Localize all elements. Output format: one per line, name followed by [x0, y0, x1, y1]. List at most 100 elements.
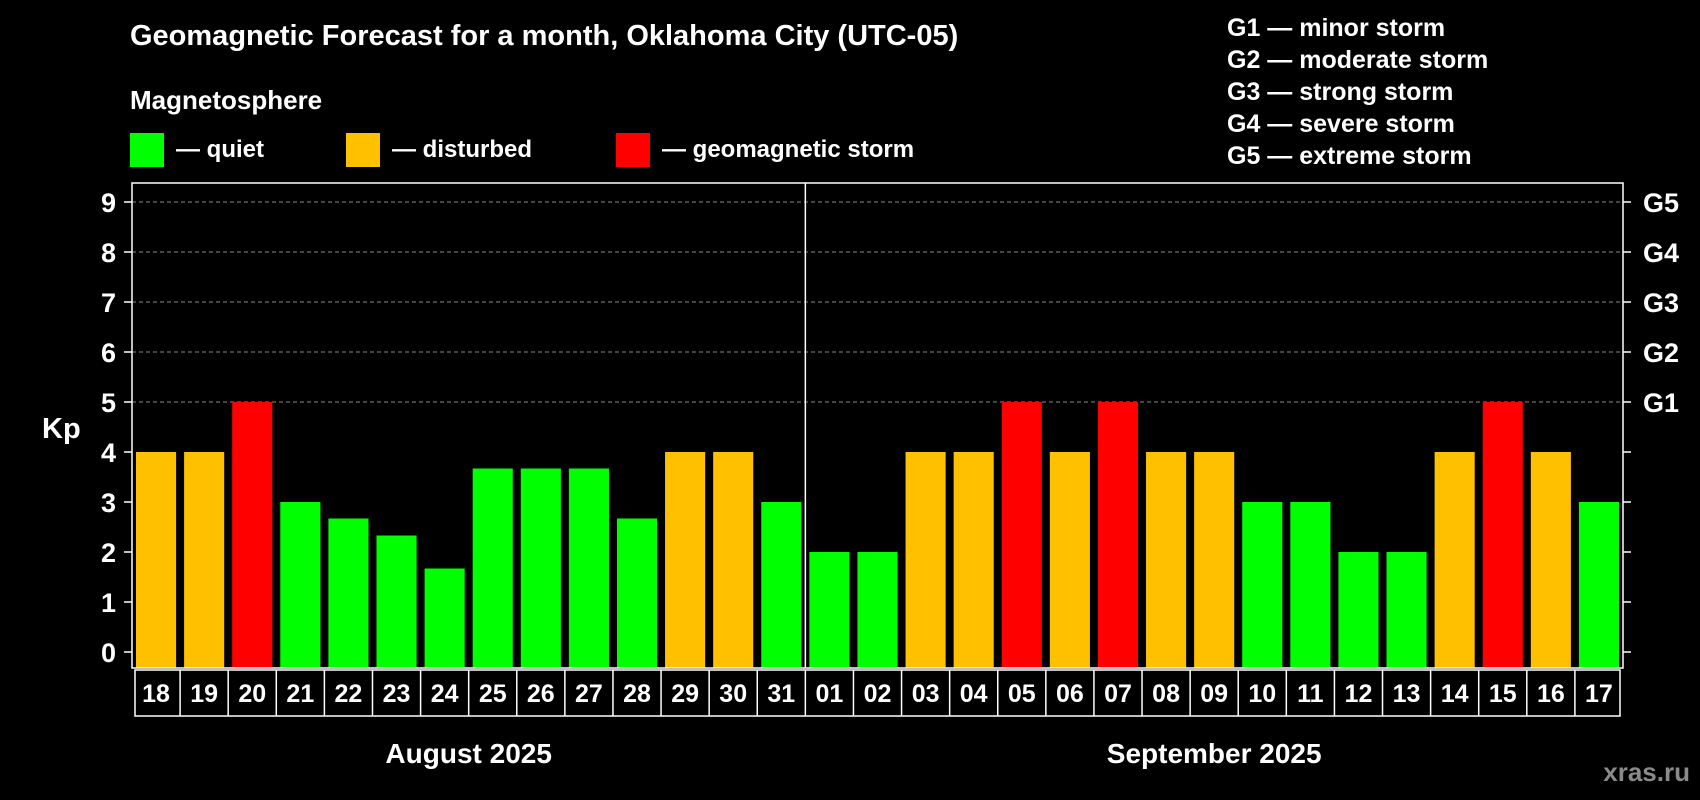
kp-bar	[424, 568, 465, 668]
kp-bar	[857, 552, 898, 668]
kp-bar	[1482, 402, 1523, 668]
plot-frame	[131, 182, 1624, 669]
x-tick-label: 14	[1441, 680, 1469, 708]
day-label-box	[134, 669, 1621, 717]
kp-bar	[328, 518, 369, 668]
x-tick-label: 16	[1537, 680, 1565, 708]
kp-bar	[568, 468, 609, 668]
y-tick-label: 5	[101, 388, 116, 418]
x-tick-label: 06	[1056, 680, 1084, 708]
legend-storm-swatch	[616, 133, 650, 167]
g-legend-item: G4 — severe storm	[1227, 110, 1455, 138]
y-tick-label: 8	[101, 238, 116, 268]
x-tick-label: 21	[286, 680, 314, 708]
x-tick-label: 24	[431, 680, 459, 708]
x-tick-label: 08	[1152, 680, 1180, 708]
kp-bar	[1578, 502, 1619, 668]
kp-bar	[1242, 502, 1283, 668]
g-tick-label: G1	[1643, 388, 1679, 418]
legend-storm-label: — geomagnetic storm	[662, 136, 915, 163]
y-tick-label: 0	[101, 638, 116, 668]
x-tick-label: 13	[1393, 680, 1421, 708]
x-tick-label: 28	[623, 680, 651, 708]
x-tick-label: 29	[671, 680, 699, 708]
kp-bar	[1530, 452, 1571, 668]
legend-disturbed: — disturbed	[346, 133, 532, 167]
x-tick-label: 12	[1345, 680, 1373, 708]
magnetosphere-title: Magnetosphere	[130, 85, 323, 115]
kp-bar	[376, 535, 417, 668]
x-tick-label: 01	[815, 680, 843, 708]
x-tick-label: 22	[335, 680, 363, 708]
y-tick-label: 1	[101, 588, 116, 618]
g-legend-item: G5 — extreme storm	[1227, 142, 1472, 170]
y-axis-label: Kp	[42, 413, 81, 445]
legend-quiet: — quiet	[130, 133, 264, 167]
kp-bar	[136, 452, 177, 668]
kp-bar	[1146, 452, 1187, 668]
g-tick-label: G3	[1643, 288, 1679, 318]
y-tick-label: 9	[101, 188, 116, 218]
kp-bar	[472, 468, 513, 668]
x-tick-label: 18	[142, 680, 170, 708]
x-tick-label: 03	[912, 680, 940, 708]
x-tick-label: 07	[1104, 680, 1132, 708]
x-tick-label: 25	[479, 680, 507, 708]
y-tick-label: 7	[101, 288, 116, 318]
kp-bar	[184, 452, 225, 668]
x-tick-label: 31	[767, 680, 795, 708]
y-tick-label: 3	[101, 488, 116, 518]
legend-disturbed-swatch	[346, 133, 380, 167]
y-tick-label: 2	[101, 538, 116, 568]
kp-bar	[1194, 452, 1235, 668]
x-tick-label: 11	[1297, 680, 1324, 708]
kp-bar	[520, 468, 561, 668]
kp-bar	[1386, 552, 1427, 668]
legend-disturbed-label: — disturbed	[392, 136, 533, 163]
x-tick-label: 27	[575, 680, 603, 708]
x-tick-label: 26	[527, 680, 555, 708]
x-tick-label: 20	[238, 680, 266, 708]
kp-bar	[232, 402, 273, 668]
kp-bar	[280, 502, 321, 668]
legend-storm: — geomagnetic storm	[616, 133, 914, 167]
g-legend-item: G2 — moderate storm	[1227, 46, 1489, 74]
g-tick-label: G4	[1643, 238, 1679, 268]
brand-watermark: xras.ru	[1603, 757, 1690, 787]
kp-bar	[1338, 552, 1379, 668]
month-label: September 2025	[1107, 738, 1322, 769]
kp-bar	[713, 452, 754, 668]
kp-bar	[1434, 452, 1475, 668]
legend-quiet-swatch	[130, 133, 164, 167]
x-tick-label: 04	[960, 680, 988, 708]
x-tick-label: 19	[190, 680, 218, 708]
kp-bar	[665, 452, 706, 668]
kp-bar	[1290, 502, 1331, 668]
y-tick-label: 4	[101, 438, 116, 468]
x-tick-label: 17	[1585, 680, 1613, 708]
month-label: August 2025	[385, 738, 552, 769]
x-tick-label: 05	[1008, 680, 1036, 708]
kp-bar	[809, 552, 850, 668]
x-tick-label: 10	[1248, 680, 1276, 708]
g-tick-label: G5	[1643, 188, 1679, 218]
kp-bar	[953, 452, 994, 668]
x-tick-label: 02	[864, 680, 892, 708]
g-tick-label: G2	[1643, 338, 1679, 368]
g-scale-legend: G1 — minor storm G2 — moderate storm G3 …	[1227, 12, 1488, 172]
kp-bar	[761, 502, 802, 668]
x-tick-label: 30	[719, 680, 747, 708]
y-tick-label: 6	[101, 338, 116, 368]
legend-quiet-label: — quiet	[176, 136, 264, 163]
kp-bar	[1001, 402, 1042, 668]
kp-bar	[616, 518, 658, 668]
g-legend-item: G3 — strong storm	[1227, 78, 1454, 106]
kp-bar	[905, 452, 946, 668]
kp-bar	[1097, 402, 1139, 668]
x-tick-label: 09	[1200, 680, 1228, 708]
x-tick-label: 23	[383, 680, 411, 708]
chart-title: Geomagnetic Forecast for a month, Oklaho…	[130, 20, 959, 52]
x-tick-label: 15	[1489, 680, 1517, 708]
g-legend-item: G1 — minor storm	[1227, 14, 1446, 42]
